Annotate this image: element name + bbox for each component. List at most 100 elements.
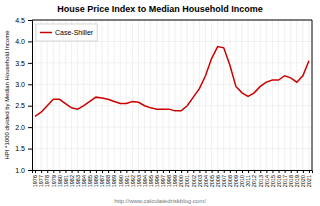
y-tick-label: 4.0 (15, 38, 25, 45)
y-tick: 3.5 (15, 60, 32, 67)
grid-line (235, 20, 236, 170)
x-tick-mark (169, 170, 170, 173)
y-tick-mark (28, 127, 32, 128)
x-axis-title: http://www.calculatedriskblog.com/ (114, 198, 206, 204)
title: House Price Index to Median Household In… (57, 4, 263, 14)
x-tick-mark (139, 170, 140, 173)
x-tick-mark (224, 170, 225, 173)
x-tick-mark (132, 170, 133, 173)
y-tick-label: 3.0 (15, 81, 25, 88)
grid-line (199, 20, 200, 170)
grid-line (32, 105, 312, 106)
x-tick-label: 2021 (306, 175, 312, 187)
grid-line (156, 20, 157, 170)
x-tick: 2021 (306, 170, 312, 187)
y-tick-label: 2.0 (15, 124, 25, 131)
x-tick-mark (47, 170, 48, 173)
grid-line (205, 20, 206, 170)
y-tick: 3.0 (15, 81, 32, 88)
y-tick-label: 1.5 (15, 145, 25, 152)
x-tick-mark (120, 170, 121, 173)
x-tick-mark (35, 170, 36, 173)
grid-line (32, 84, 312, 85)
grid-line (132, 20, 133, 170)
x-tick-mark (248, 170, 249, 173)
x-tick-mark (218, 170, 219, 173)
grid-line (59, 20, 60, 170)
x-tick-mark (53, 170, 54, 173)
grid-line (126, 20, 127, 170)
grid-line (144, 20, 145, 170)
grid-line (168, 20, 169, 170)
x-tick-mark (199, 170, 200, 173)
x-tick-mark (145, 170, 146, 173)
y-tick: 1.5 (15, 145, 32, 152)
x-tick-mark (260, 170, 261, 173)
grid-line (35, 20, 36, 170)
y-tick: 2.5 (15, 102, 32, 109)
x-tick-mark (108, 170, 109, 173)
y-axis: 1.0 1.5 2.0 2.5 3.0 3.5 4.0 4.5 (15, 17, 32, 174)
grid-line (32, 148, 312, 149)
y-tick-label: 3.5 (15, 60, 25, 67)
grid-line (102, 20, 103, 170)
x-tick-mark (285, 170, 286, 173)
y-tick: 1.0 (15, 167, 32, 174)
x-tick-mark (157, 170, 158, 173)
x-tick-mark (114, 170, 115, 173)
x-tick-mark (193, 170, 194, 173)
x-tick-mark (163, 170, 164, 173)
x-tick-mark (84, 170, 85, 173)
marks (35, 47, 309, 117)
x-tick-mark (175, 170, 176, 173)
grid-line (266, 20, 267, 170)
grid-line (71, 20, 72, 170)
legend-swatch (40, 32, 52, 34)
grid-line (32, 62, 312, 63)
y-tick: 4.0 (15, 38, 32, 45)
grid-line (175, 20, 176, 170)
x-tick-mark (236, 170, 237, 173)
x-axis: 1976197719781979198019811982198319841985… (32, 170, 312, 187)
grid-line (284, 20, 285, 170)
grid-line (223, 20, 224, 170)
y-tick-mark (28, 106, 32, 107)
grid-line (211, 20, 212, 170)
grid-line (302, 20, 303, 170)
grid-line (89, 20, 90, 170)
x-tick-mark (59, 170, 60, 173)
x-tick-mark (266, 170, 267, 173)
legend: Case-Shiller (36, 24, 97, 41)
grid-line (95, 20, 96, 170)
plot-area: 1.0 1.5 2.0 2.5 3.0 3.5 4.0 4.5 1976197719781979… (15, 17, 312, 188)
x-axis-line (33, 171, 313, 174)
x-tick-mark (151, 170, 152, 173)
grid-line (32, 127, 312, 128)
x-tick-mark (303, 170, 304, 173)
x-tick-mark (41, 170, 42, 173)
x-tick-mark (291, 170, 292, 173)
x-tick-mark (65, 170, 66, 173)
grid-line (53, 20, 54, 170)
x-tick-mark (230, 170, 231, 173)
x-tick-mark (279, 170, 280, 173)
plot-frame (32, 20, 312, 170)
grid (32, 20, 312, 170)
grid-line (242, 20, 243, 170)
grid-line (254, 20, 255, 170)
y-tick-mark (28, 84, 32, 85)
chart: 1.0 1.5 2.0 2.5 3.0 3.5 4.0 4.5 1976197719781979… (0, 0, 320, 206)
grid-line (65, 20, 66, 170)
grid-line (108, 20, 109, 170)
y-tick: 4.5 (15, 17, 32, 24)
grid-line (217, 20, 218, 170)
grid-line (138, 20, 139, 170)
x-tick-mark (254, 170, 255, 173)
grid-line (187, 20, 188, 170)
x-tick-mark (90, 170, 91, 173)
x-tick-mark (96, 170, 97, 173)
x-tick-mark (242, 170, 243, 173)
x-tick-mark (309, 170, 310, 173)
grid-line (193, 20, 194, 170)
legend-box (36, 24, 97, 41)
